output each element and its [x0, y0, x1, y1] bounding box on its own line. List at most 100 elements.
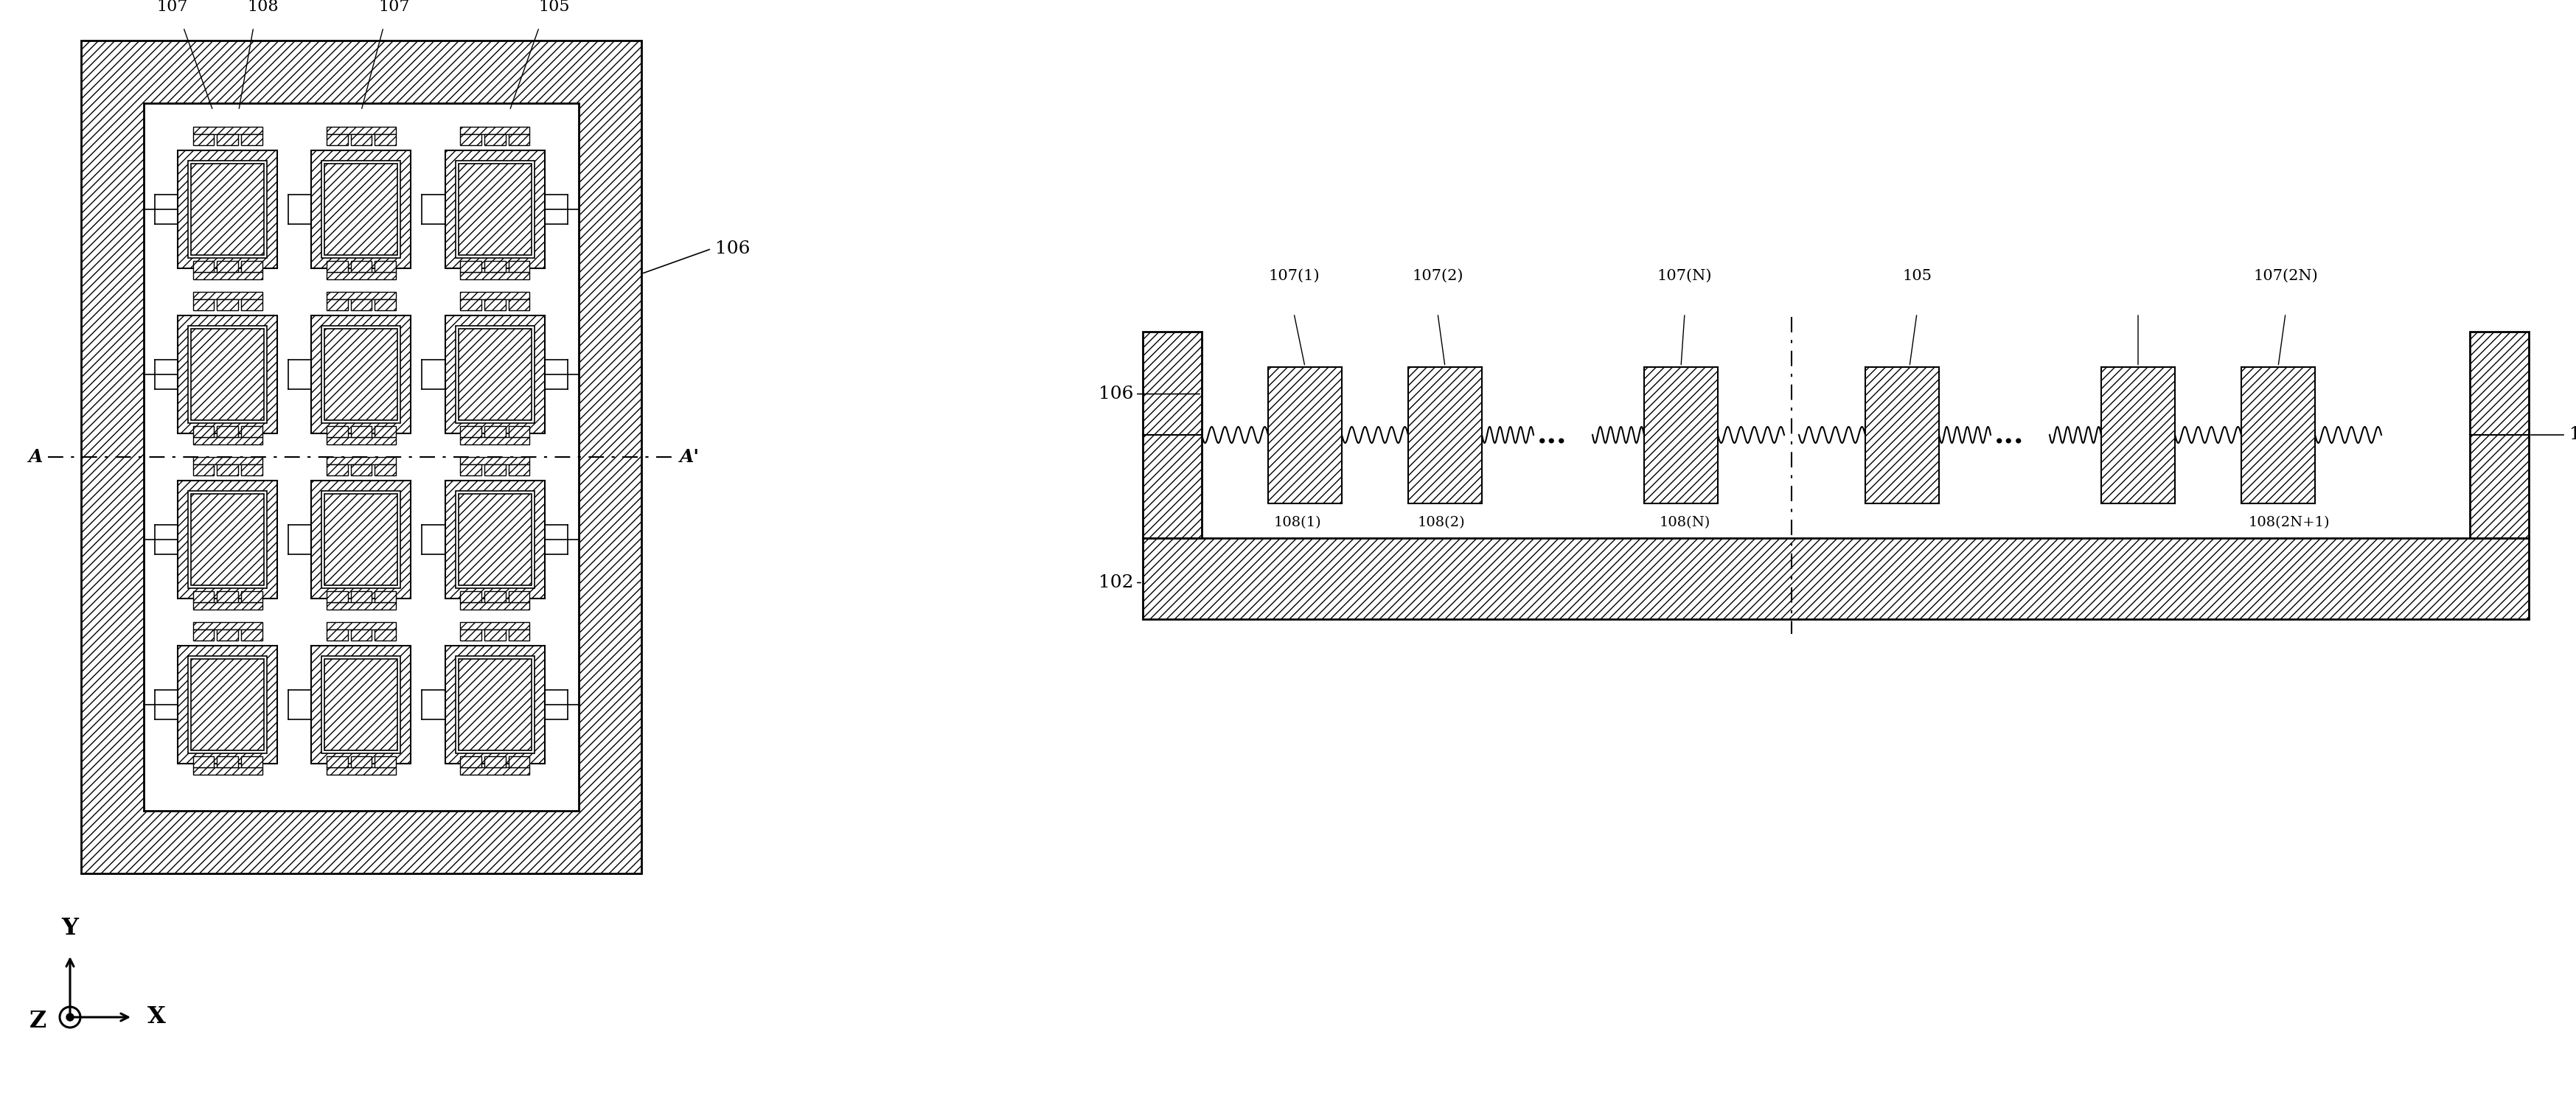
Text: X: X	[147, 1006, 165, 1029]
Bar	[322, 491, 402, 588]
Bar	[484, 756, 505, 767]
Bar	[374, 630, 397, 641]
Bar	[216, 260, 237, 271]
Bar	[322, 325, 402, 423]
Bar	[178, 646, 278, 764]
Bar	[191, 164, 265, 255]
Bar	[350, 299, 371, 310]
Text: 105: 105	[538, 0, 569, 14]
Bar	[327, 465, 348, 476]
Bar	[350, 465, 371, 476]
Bar	[350, 426, 371, 437]
Bar	[242, 426, 263, 437]
Bar	[456, 656, 533, 753]
Bar	[507, 630, 531, 641]
Bar	[446, 315, 544, 433]
Text: 108(N): 108(N)	[1659, 517, 1710, 530]
Bar	[507, 756, 531, 767]
Bar	[2102, 367, 2174, 503]
Bar	[350, 630, 371, 641]
Text: Y: Y	[62, 917, 77, 940]
Bar	[216, 591, 237, 602]
Bar	[456, 160, 533, 258]
Bar	[193, 457, 263, 465]
Bar	[507, 299, 531, 310]
Bar	[178, 315, 278, 433]
Bar	[191, 659, 265, 751]
Bar	[312, 315, 412, 433]
Text: A': A'	[680, 448, 701, 466]
Bar	[242, 465, 263, 476]
Bar	[327, 299, 348, 310]
Bar	[484, 260, 505, 271]
Text: 107(1): 107(1)	[1267, 269, 1319, 284]
Bar	[216, 756, 237, 767]
Bar	[374, 134, 397, 145]
Bar	[188, 325, 268, 423]
Bar	[242, 134, 263, 145]
Bar	[216, 630, 237, 641]
Bar	[193, 271, 263, 279]
Bar	[80, 41, 641, 874]
Bar	[484, 591, 505, 602]
Text: ...: ...	[1994, 421, 2025, 448]
Bar	[312, 151, 412, 268]
Bar	[322, 656, 402, 753]
Bar	[327, 126, 397, 134]
Bar	[327, 292, 397, 299]
Bar	[327, 134, 348, 145]
Bar	[178, 151, 278, 268]
Bar	[461, 602, 531, 610]
Bar	[193, 126, 263, 134]
Bar	[461, 260, 482, 271]
Bar	[193, 299, 214, 310]
Bar	[193, 622, 263, 630]
Text: Z: Z	[28, 1010, 46, 1033]
Bar	[461, 292, 531, 299]
Text: 102: 102	[1100, 574, 1133, 591]
Bar	[188, 160, 268, 258]
Text: 108(1): 108(1)	[1273, 517, 1321, 530]
Bar	[178, 480, 278, 599]
Bar	[216, 465, 237, 476]
Text: 105: 105	[1901, 269, 1932, 284]
Bar	[193, 437, 263, 444]
Bar	[242, 591, 263, 602]
Bar	[193, 630, 214, 641]
Bar	[191, 493, 265, 586]
Text: A: A	[28, 448, 44, 466]
Bar	[461, 767, 531, 775]
Bar	[461, 426, 482, 437]
Text: 107(N): 107(N)	[1656, 269, 1713, 284]
Bar	[144, 103, 580, 811]
Bar	[461, 591, 482, 602]
Circle shape	[67, 1013, 75, 1021]
Bar	[325, 164, 397, 255]
Bar	[456, 491, 533, 588]
Bar	[327, 271, 397, 279]
Bar	[459, 659, 531, 751]
Bar	[459, 329, 531, 420]
Bar	[325, 329, 397, 420]
Bar	[461, 126, 531, 134]
Bar	[350, 134, 371, 145]
Bar	[507, 591, 531, 602]
Bar	[374, 426, 397, 437]
Bar	[456, 325, 533, 423]
Bar	[374, 756, 397, 767]
Bar	[312, 646, 412, 764]
Bar	[446, 480, 544, 599]
Bar	[327, 426, 348, 437]
Bar	[461, 465, 482, 476]
Bar	[461, 437, 531, 444]
Bar	[327, 602, 397, 610]
Text: 106: 106	[1100, 386, 1133, 402]
Bar	[242, 630, 263, 641]
Bar	[325, 659, 397, 751]
Bar	[484, 134, 505, 145]
Bar	[461, 630, 482, 641]
Text: ...: ...	[1538, 421, 1566, 448]
Bar	[374, 591, 397, 602]
Bar	[507, 426, 531, 437]
Bar	[1144, 332, 1203, 539]
